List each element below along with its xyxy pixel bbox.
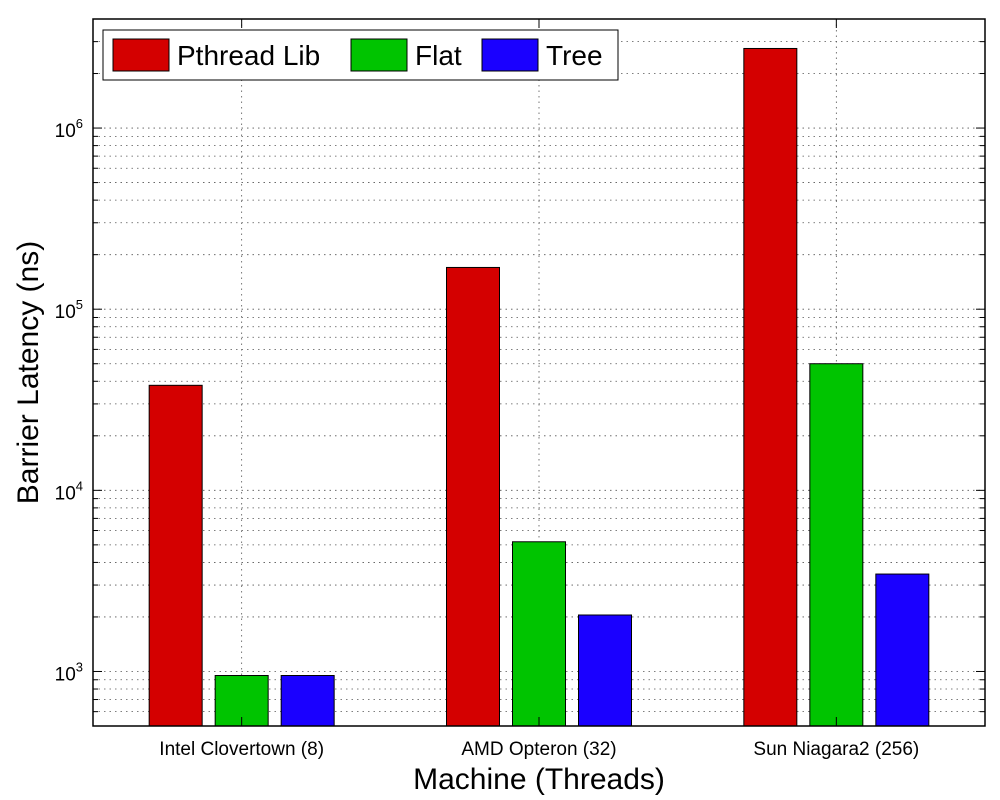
x-axis-title: Machine (Threads) xyxy=(413,763,665,796)
bar-tree-0 xyxy=(280,675,335,727)
legend: Pthread Lib Flat Tree xyxy=(102,29,619,81)
bars xyxy=(148,47,930,727)
legend-label: Tree xyxy=(546,40,603,71)
y-tick-label: 103 xyxy=(55,659,83,685)
x-tick-label: AMD Opteron (32) xyxy=(461,739,616,760)
x-tick-labels: Intel Clovertown (8) AMD Opteron (32) Sun … xyxy=(159,739,919,760)
legend-label: Flat xyxy=(415,40,462,71)
y-tick-exponent: 6 xyxy=(76,116,83,131)
y-tick-exponent: 5 xyxy=(76,297,83,312)
bar-pthread-lib-1 xyxy=(446,266,500,727)
bar-pthread-lib-0 xyxy=(148,384,203,727)
legend-swatch-pthread-lib xyxy=(112,38,170,72)
y-tick-exponent: 3 xyxy=(76,659,83,674)
bar-pthread-lib-2 xyxy=(743,47,798,727)
legend-label: Pthread Lib xyxy=(177,40,320,71)
y-tick-base: 10 xyxy=(55,664,76,685)
y-tick-exponent: 4 xyxy=(76,478,83,493)
bar-flat-2 xyxy=(809,363,864,727)
x-tick-label: Sun Niagara2 (256) xyxy=(753,739,919,760)
axis-ticks xyxy=(93,18,985,727)
y-tick-base: 10 xyxy=(55,302,76,323)
y-tick-label: 105 xyxy=(55,297,83,323)
bar-tree-2 xyxy=(875,573,930,727)
legend-swatch-tree xyxy=(481,38,539,72)
x-tick-label: Intel Clovertown (8) xyxy=(159,739,324,760)
legend-swatch-flat xyxy=(350,38,408,72)
y-tick-base: 10 xyxy=(55,121,76,142)
bar-tree-1 xyxy=(578,614,632,727)
bar-flat-1 xyxy=(512,541,566,727)
y-tick-label: 106 xyxy=(55,116,83,142)
y-axis-title: Barrier Latency (ns) xyxy=(12,241,45,504)
y-tick-label: 104 xyxy=(55,478,83,504)
y-tick-base: 10 xyxy=(55,483,76,504)
